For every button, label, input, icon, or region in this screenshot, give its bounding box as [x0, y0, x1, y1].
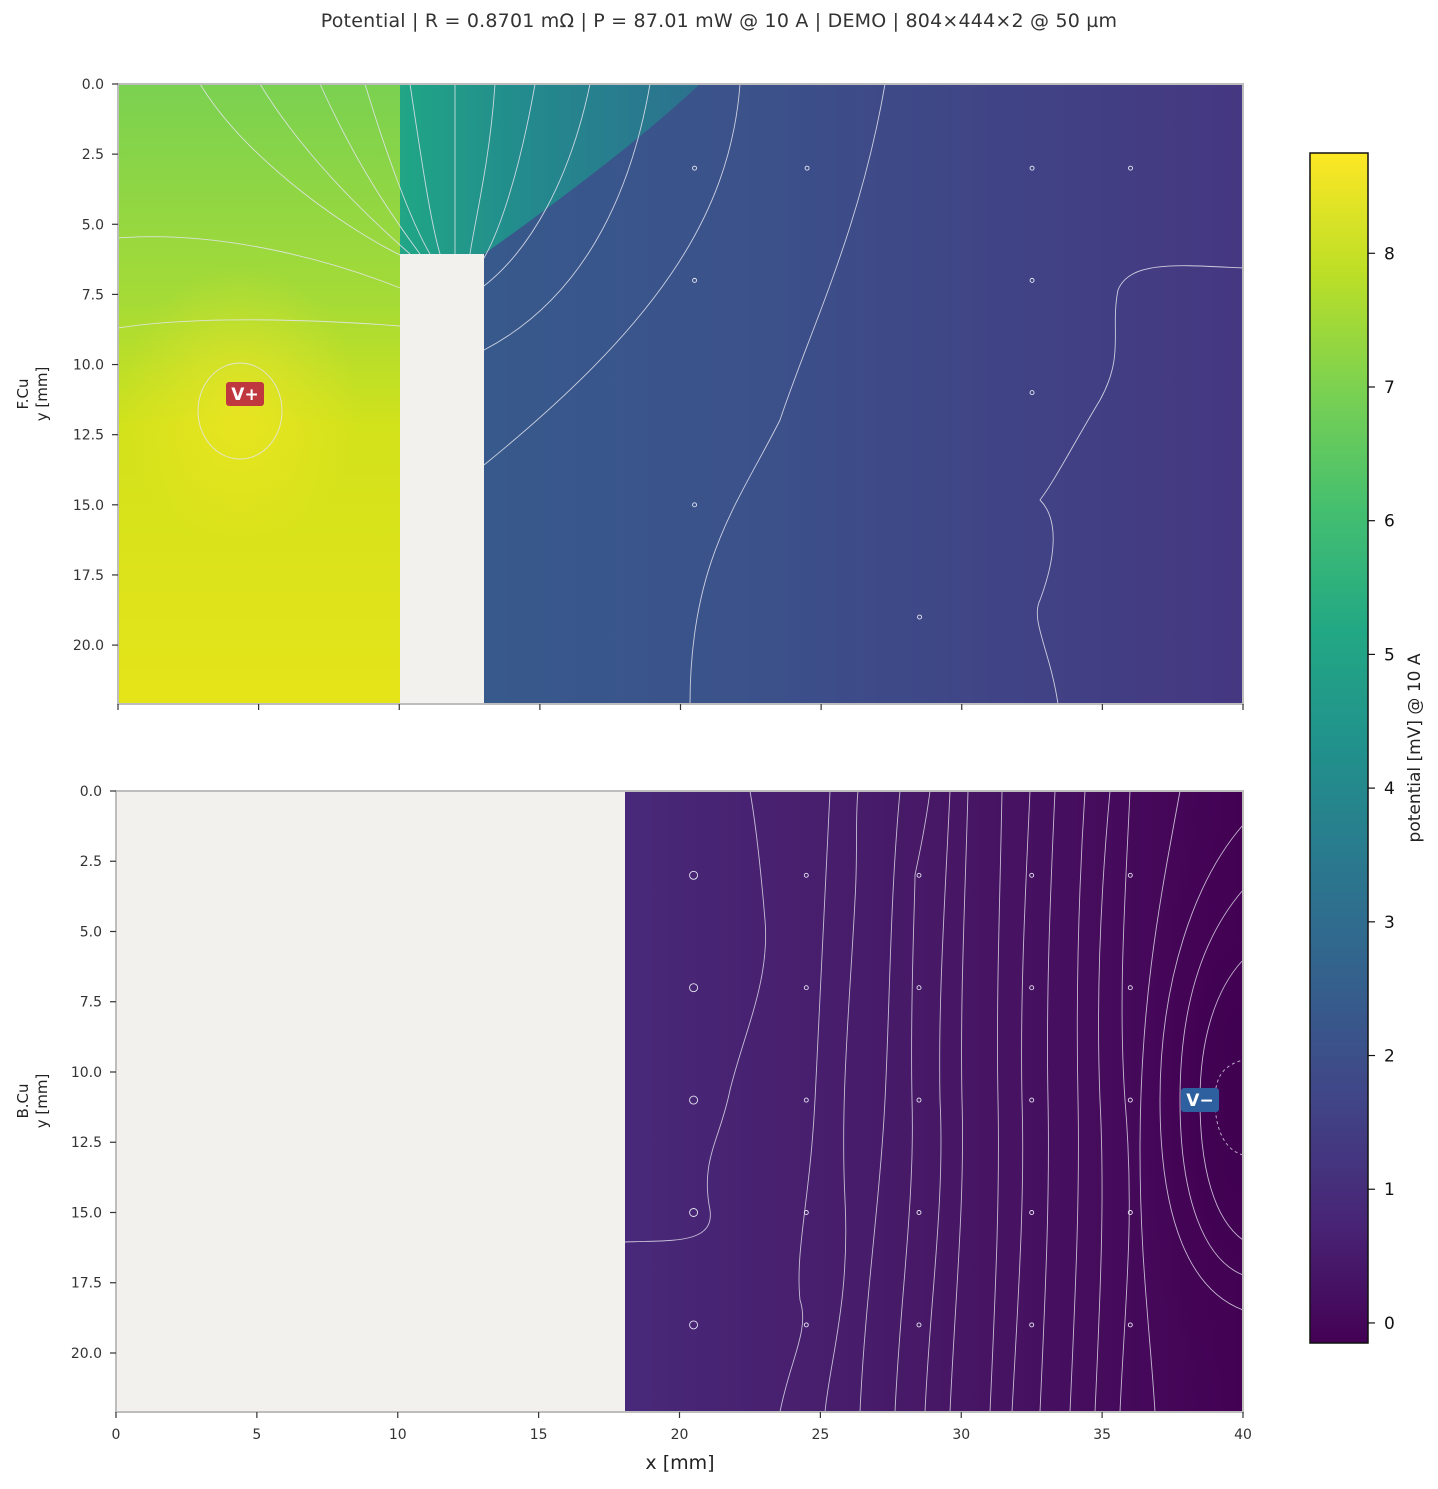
colorbar-tick-label: 0 — [1384, 1314, 1395, 1334]
fcu-y-tick-label: 2.5 — [82, 147, 104, 163]
via-marker — [1127, 985, 1133, 991]
bcu-x-tick-label: 20 — [671, 1427, 689, 1443]
via-marker — [692, 502, 698, 508]
via-marker — [692, 165, 698, 171]
bcu-x-tick-label: 30 — [952, 1427, 970, 1443]
colorbar-tick-label: 6 — [1384, 512, 1395, 532]
via-marker — [689, 1208, 699, 1217]
vminus-label: V− — [1186, 1091, 1213, 1111]
colorbar-tick-label: 1 — [1384, 1180, 1395, 1200]
colorbar-label: potential [mV] @ 10 A — [1405, 653, 1425, 842]
via-marker — [1029, 1097, 1035, 1103]
via-marker — [916, 1210, 922, 1215]
bcu-x-tick-label: 40 — [1234, 1427, 1252, 1443]
x-axis-label: x [mm] — [645, 1452, 714, 1474]
fcu-ylabel-layer: F.Cu — [14, 379, 32, 410]
vminus-badge — [1181, 1088, 1219, 1112]
bcu-x-ticks: 0 5 10 15 20 25 30 35 40 — [112, 1412, 1252, 1443]
colorbar-tick-label: 3 — [1384, 913, 1395, 933]
fcu-y-tick-label: 12.5 — [73, 428, 104, 444]
bcu-x-tick-label: 10 — [389, 1427, 407, 1443]
via-marker — [804, 165, 810, 171]
via-marker — [1029, 165, 1035, 171]
bcu-x-tick-label: 25 — [811, 1427, 829, 1443]
fcu-y-tick-label: 15.0 — [73, 498, 104, 514]
fcu-y-tick-label: 17.5 — [73, 568, 104, 584]
via-marker — [916, 1097, 922, 1103]
vminus-terminal-marker: V− — [1181, 1088, 1219, 1112]
via-marker — [689, 983, 699, 993]
via-marker — [1029, 1322, 1035, 1328]
via-marker — [1029, 390, 1035, 396]
via-marker — [916, 872, 922, 878]
via-marker — [1127, 1210, 1133, 1215]
via-marker — [1127, 1097, 1133, 1103]
bcu-y-tick-label: 0.0 — [80, 784, 102, 800]
fcu-ylabel-axis: y [mm] — [33, 367, 51, 422]
colorbar-ticks: 0 1 2 3 4 5 6 7 8 — [1368, 244, 1395, 1334]
bcu-x-tick-label: 5 — [252, 1427, 261, 1443]
via-marker — [803, 1097, 809, 1103]
fcu-vias — [692, 165, 1133, 620]
via-marker — [689, 1320, 699, 1330]
bcu-ylabel-layer: B.Cu — [14, 1083, 32, 1118]
fcu-y-ticks: 0.0 2.5 5.0 7.5 10.0 12.5 15.0 17.5 20.0 — [73, 77, 118, 654]
bcu-contours — [624, 790, 1244, 1413]
bcu-y-tick-label: 7.5 — [80, 995, 102, 1011]
bcu-x-tick-label: 35 — [1093, 1427, 1111, 1443]
via-marker — [689, 1095, 699, 1105]
fcu-x-ticks — [117, 704, 1244, 710]
via-marker — [1029, 1210, 1035, 1215]
via-marker — [1029, 872, 1035, 878]
bcu-vias — [689, 870, 1133, 1330]
fcu-y-tick-label: 0.0 — [82, 77, 104, 93]
bcu-y-tick-label: 15.0 — [71, 1205, 102, 1221]
via-marker — [1029, 985, 1035, 991]
vplus-badge — [226, 382, 264, 406]
vplus-label: V+ — [231, 385, 258, 405]
fcu-y-tick-label: 5.0 — [82, 217, 104, 233]
fcu-y-tick-label: 7.5 — [82, 287, 104, 303]
bcu-y-tick-label: 10.0 — [71, 1065, 102, 1081]
bcu-y-tick-label: 2.5 — [80, 854, 102, 870]
via-marker — [803, 1210, 809, 1215]
via-marker — [803, 1322, 809, 1328]
fcu-y-tick-label: 10.0 — [73, 358, 104, 374]
bcu-y-ticks: 0.0 2.5 5.0 7.5 10.0 12.5 15.0 17.5 20.0 — [71, 784, 116, 1362]
bcu-x-tick-label: 0 — [112, 1427, 121, 1443]
colorbar-tick-label: 7 — [1384, 378, 1395, 398]
bcu-y-tick-label: 12.5 — [71, 1135, 102, 1151]
fcu-panel: V+ 0.0 2.5 5.0 7.5 10.0 12.5 15.0 17.5 20.0 F.Cu… — [14, 77, 1244, 710]
colorbar-tick-label: 8 — [1384, 244, 1395, 264]
via-marker — [917, 614, 923, 620]
bcu-panel: V− 0.0 2.5 5.0 7.5 10.0 12.5 15.0 17.5 20.0 0 5 10… — [14, 784, 1252, 1474]
fcu-y-tick-label: 20.0 — [73, 638, 104, 654]
via-marker — [1127, 872, 1133, 878]
bcu-y-tick-label: 17.5 — [71, 1276, 102, 1292]
via-marker — [803, 985, 809, 991]
bcu-ylabel-axis: y [mm] — [33, 1074, 51, 1129]
colorbar-gradient — [1309, 152, 1369, 1344]
vplus-terminal-marker: V+ — [226, 382, 264, 406]
fcu-contours — [117, 83, 1244, 705]
via-marker — [689, 870, 699, 880]
via-marker — [1128, 165, 1133, 171]
via-marker — [1127, 1322, 1133, 1328]
colorbar-tick-label: 4 — [1384, 779, 1395, 799]
via-marker — [692, 277, 698, 283]
via-marker — [916, 985, 922, 991]
bcu-x-tick-label: 15 — [530, 1427, 548, 1443]
via-marker — [916, 1322, 922, 1328]
bcu-y-tick-label: 20.0 — [71, 1346, 102, 1362]
via-marker — [803, 872, 809, 878]
colorbar-tick-label: 2 — [1384, 1047, 1395, 1067]
colorbar: 0 1 2 3 4 5 6 7 8 potential [mV] @ 10 A — [1309, 152, 1425, 1344]
bcu-y-tick-label: 5.0 — [80, 924, 102, 940]
colorbar-tick-label: 5 — [1384, 645, 1395, 665]
fcu-slot-void — [400, 254, 484, 704]
via-marker — [1029, 277, 1035, 283]
figure-title: Potential | R = 0.8701 mΩ | P = 87.01 mW… — [320, 10, 1118, 32]
